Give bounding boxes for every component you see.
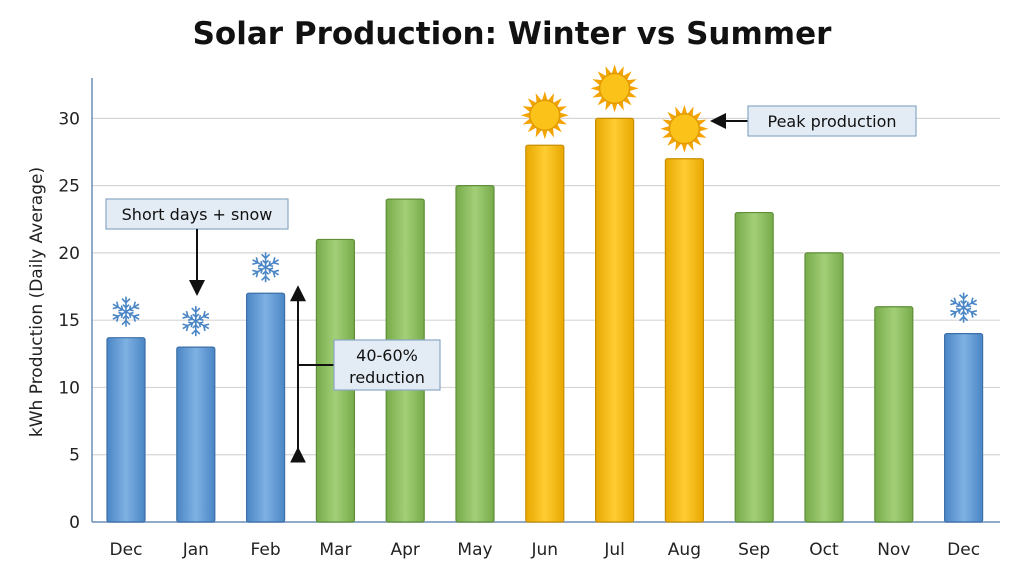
- y-axis-label: kWh Production (Daily Average): [27, 167, 47, 437]
- annotation-reduction-line1: 40-60%: [356, 346, 418, 365]
- bar: [106, 337, 146, 523]
- bar: [525, 144, 565, 523]
- annotation-reduction-line2: reduction: [349, 368, 425, 387]
- y-tick-label: 0: [69, 513, 80, 533]
- x-tick-label: May: [457, 540, 492, 560]
- x-tick-label: Nov: [877, 540, 910, 560]
- snowflake-icon: [950, 292, 978, 323]
- bar: [455, 185, 495, 523]
- annotation-peak: Peak production: [768, 112, 897, 131]
- sun-icon: [590, 64, 639, 113]
- sun-icon: [520, 91, 569, 140]
- y-tick-label: 30: [58, 109, 80, 129]
- x-tick-label: Aug: [668, 540, 701, 560]
- bar: [246, 292, 286, 523]
- x-tick-label: Apr: [390, 540, 419, 560]
- bar: [874, 306, 914, 523]
- y-tick-label: 5: [69, 446, 80, 466]
- snowflake-icon: [252, 252, 280, 283]
- snowflake-icon: [182, 306, 210, 337]
- bar: [176, 346, 216, 523]
- y-tick-label: 25: [58, 177, 80, 197]
- x-tick-label: Mar: [319, 540, 351, 560]
- x-tick-label: Jul: [603, 540, 625, 560]
- sun-icon: [660, 104, 709, 153]
- bar: [734, 211, 774, 523]
- chart-title: Solar Production: Winter vs Summer: [193, 16, 832, 52]
- annotation-short-days: Short days + snow: [122, 205, 273, 224]
- x-tick-label: Dec: [947, 540, 980, 560]
- bar: [943, 333, 984, 523]
- x-tick-label: Jun: [531, 540, 559, 560]
- x-tick-label: Dec: [110, 540, 143, 560]
- bar: [804, 252, 844, 523]
- y-tick-label: 15: [58, 311, 80, 331]
- x-tick-label: Oct: [809, 540, 839, 560]
- y-tick-label: 20: [58, 244, 80, 264]
- x-tick-label: Sep: [738, 540, 770, 560]
- x-tick-label: Jan: [182, 540, 209, 560]
- annotation-box: [333, 339, 441, 391]
- bar: [664, 158, 705, 523]
- snowflake-icon: [112, 296, 140, 327]
- bar: [594, 117, 635, 523]
- x-tick-label: Feb: [251, 540, 281, 560]
- annotation-box: [747, 105, 917, 137]
- y-tick-label: 10: [58, 378, 80, 398]
